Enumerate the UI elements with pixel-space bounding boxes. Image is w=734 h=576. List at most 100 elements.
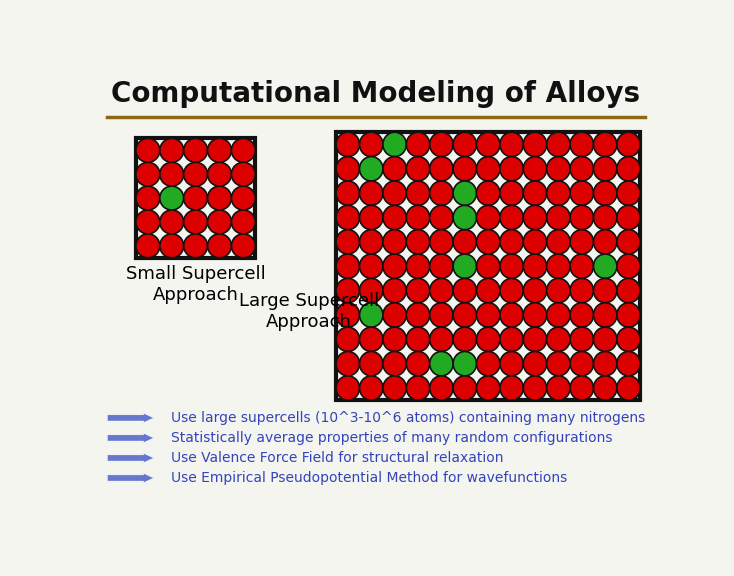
Ellipse shape — [523, 205, 547, 230]
Ellipse shape — [453, 376, 476, 400]
Ellipse shape — [407, 254, 429, 278]
Ellipse shape — [336, 205, 360, 230]
Ellipse shape — [547, 376, 570, 400]
Ellipse shape — [617, 303, 640, 327]
Ellipse shape — [208, 138, 231, 162]
Ellipse shape — [476, 278, 500, 303]
Ellipse shape — [136, 186, 160, 210]
Ellipse shape — [383, 132, 407, 157]
Ellipse shape — [429, 230, 453, 254]
Ellipse shape — [476, 205, 500, 230]
Ellipse shape — [594, 205, 617, 230]
Ellipse shape — [208, 210, 231, 234]
Ellipse shape — [500, 205, 523, 230]
Ellipse shape — [476, 376, 500, 400]
Ellipse shape — [136, 234, 160, 258]
Ellipse shape — [336, 376, 360, 400]
Ellipse shape — [184, 234, 208, 258]
Ellipse shape — [617, 181, 640, 205]
Ellipse shape — [184, 210, 208, 234]
Ellipse shape — [547, 327, 570, 351]
Ellipse shape — [547, 132, 570, 157]
Ellipse shape — [523, 254, 547, 278]
Ellipse shape — [336, 303, 360, 327]
Ellipse shape — [160, 162, 184, 186]
Ellipse shape — [429, 327, 453, 351]
Ellipse shape — [617, 157, 640, 181]
Ellipse shape — [407, 157, 429, 181]
Ellipse shape — [617, 205, 640, 230]
Ellipse shape — [476, 254, 500, 278]
Ellipse shape — [231, 162, 255, 186]
Ellipse shape — [231, 186, 255, 210]
Ellipse shape — [523, 376, 547, 400]
Ellipse shape — [336, 132, 360, 157]
Ellipse shape — [429, 376, 453, 400]
FancyArrow shape — [107, 433, 153, 442]
FancyArrow shape — [107, 453, 153, 463]
Ellipse shape — [429, 132, 453, 157]
Ellipse shape — [208, 186, 231, 210]
Ellipse shape — [231, 138, 255, 162]
Ellipse shape — [476, 351, 500, 376]
Ellipse shape — [570, 230, 594, 254]
Ellipse shape — [594, 351, 617, 376]
Ellipse shape — [407, 327, 429, 351]
Ellipse shape — [407, 230, 429, 254]
Ellipse shape — [208, 234, 231, 258]
Bar — [336, 132, 640, 400]
Ellipse shape — [383, 254, 407, 278]
Ellipse shape — [429, 205, 453, 230]
Ellipse shape — [360, 351, 383, 376]
Ellipse shape — [231, 234, 255, 258]
Ellipse shape — [594, 230, 617, 254]
Ellipse shape — [453, 205, 476, 230]
Ellipse shape — [429, 278, 453, 303]
Text: Statistically average properties of many random configurations: Statistically average properties of many… — [170, 431, 612, 445]
Ellipse shape — [617, 230, 640, 254]
Ellipse shape — [570, 205, 594, 230]
Ellipse shape — [500, 327, 523, 351]
Ellipse shape — [360, 132, 383, 157]
Ellipse shape — [570, 327, 594, 351]
Ellipse shape — [617, 351, 640, 376]
Ellipse shape — [500, 351, 523, 376]
Ellipse shape — [594, 157, 617, 181]
Ellipse shape — [523, 278, 547, 303]
Ellipse shape — [523, 230, 547, 254]
Text: Computational Modeling of Alloys: Computational Modeling of Alloys — [111, 80, 639, 108]
Ellipse shape — [617, 278, 640, 303]
Ellipse shape — [407, 351, 429, 376]
Ellipse shape — [184, 138, 208, 162]
Ellipse shape — [360, 376, 383, 400]
Ellipse shape — [360, 157, 383, 181]
Ellipse shape — [336, 254, 360, 278]
Ellipse shape — [617, 132, 640, 157]
Ellipse shape — [360, 181, 383, 205]
Ellipse shape — [500, 376, 523, 400]
Ellipse shape — [523, 327, 547, 351]
Ellipse shape — [453, 181, 476, 205]
Ellipse shape — [570, 181, 594, 205]
Ellipse shape — [500, 132, 523, 157]
Ellipse shape — [208, 162, 231, 186]
Ellipse shape — [500, 181, 523, 205]
Ellipse shape — [383, 278, 407, 303]
Ellipse shape — [453, 278, 476, 303]
Ellipse shape — [336, 181, 360, 205]
Ellipse shape — [476, 327, 500, 351]
Ellipse shape — [160, 138, 184, 162]
Ellipse shape — [383, 181, 407, 205]
Ellipse shape — [383, 303, 407, 327]
Ellipse shape — [476, 157, 500, 181]
Ellipse shape — [360, 254, 383, 278]
Ellipse shape — [547, 303, 570, 327]
Ellipse shape — [570, 351, 594, 376]
Ellipse shape — [570, 157, 594, 181]
Ellipse shape — [523, 351, 547, 376]
Ellipse shape — [453, 132, 476, 157]
Ellipse shape — [547, 278, 570, 303]
Ellipse shape — [523, 157, 547, 181]
Ellipse shape — [500, 157, 523, 181]
Ellipse shape — [594, 303, 617, 327]
